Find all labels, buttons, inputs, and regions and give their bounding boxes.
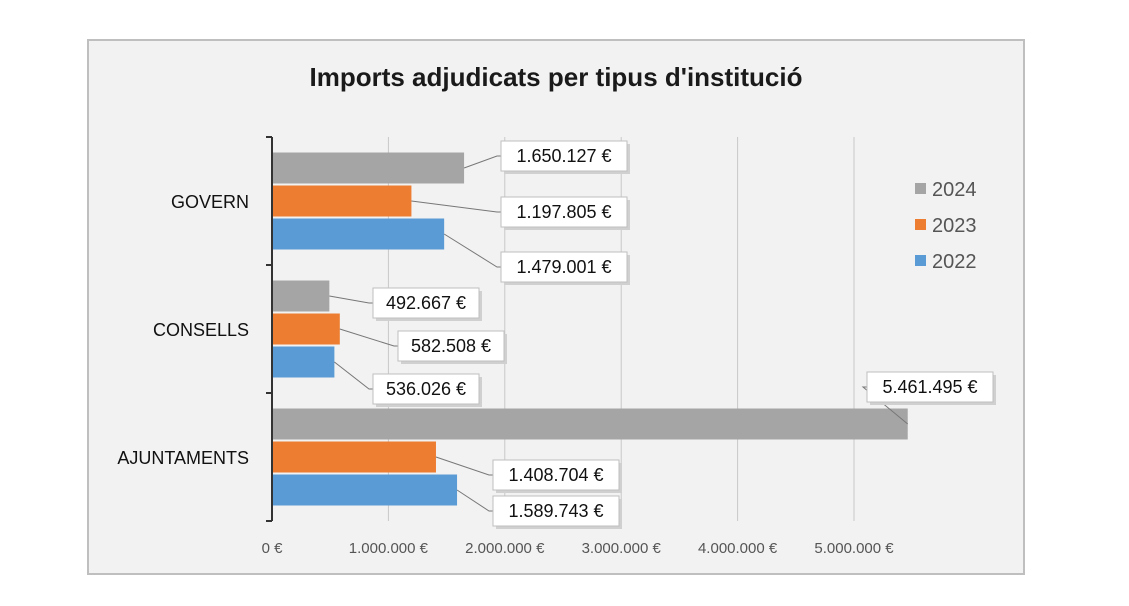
- x-tick-label: 5.000.000 €: [814, 540, 894, 557]
- data-label: 1.589.743 €: [508, 501, 603, 521]
- category-label: AJUNTAMENTS: [117, 448, 249, 468]
- bar: [272, 346, 335, 378]
- category-label: CONSELLS: [153, 320, 249, 340]
- data-label: 1.197.805 €: [516, 202, 611, 222]
- data-label-box: [866, 371, 994, 403]
- data-label: 1.650.127 €: [516, 146, 611, 166]
- data-label: 1.408.704 €: [508, 465, 603, 485]
- legend-swatch: [915, 219, 926, 230]
- legend-swatch: [915, 255, 926, 266]
- legend-label: 2022: [932, 251, 977, 273]
- bar: [272, 280, 330, 312]
- data-label-box: [372, 287, 480, 319]
- leader-line: [334, 361, 373, 390]
- leader-line: [329, 295, 373, 304]
- x-tick-label: 4.000.000 €: [698, 540, 778, 557]
- x-tick-label: 3.000.000 €: [582, 540, 662, 557]
- data-label-box: [500, 140, 628, 172]
- chart-title: Imports adjudicats per tipus d'instituci…: [309, 62, 802, 92]
- data-label-box: [372, 373, 480, 405]
- leader-line: [435, 456, 493, 476]
- x-tick-label: 1.000.000 €: [349, 540, 429, 557]
- category-label: GOVERN: [171, 192, 249, 212]
- x-tick-label: 0 €: [262, 540, 284, 557]
- bar: [272, 474, 458, 506]
- leader-line: [456, 489, 493, 512]
- bar: [272, 441, 436, 473]
- leader-line: [339, 328, 398, 347]
- data-label: 582.508 €: [411, 336, 491, 356]
- data-label-box: [492, 495, 620, 527]
- data-label-box: [500, 251, 628, 283]
- chart-svg: Imports adjudicats per tipus d'instituci…: [117, 62, 996, 557]
- bar: [272, 313, 340, 345]
- chart-frame: Imports adjudicats per tipus d'instituci…: [87, 39, 1025, 575]
- bar: [272, 152, 465, 184]
- data-label: 536.026 €: [386, 379, 466, 399]
- bar: [272, 408, 908, 440]
- legend-label: 2023: [932, 215, 977, 237]
- data-label: 5.461.495 €: [882, 377, 977, 397]
- leader-line: [463, 155, 501, 169]
- legend-label: 2024: [932, 179, 977, 201]
- data-label: 492.667 €: [386, 293, 466, 313]
- data-label: 1.479.001 €: [516, 257, 611, 277]
- data-label-box: [500, 196, 628, 228]
- data-label-box: [397, 330, 505, 362]
- legend-swatch: [915, 183, 926, 194]
- data-label-box: [492, 459, 620, 491]
- x-tick-label: 2.000.000 €: [465, 540, 545, 557]
- bar: [272, 185, 412, 217]
- leader-line: [443, 233, 501, 268]
- leader-line: [411, 200, 501, 213]
- bar: [272, 218, 445, 250]
- leader-line: [861, 386, 909, 425]
